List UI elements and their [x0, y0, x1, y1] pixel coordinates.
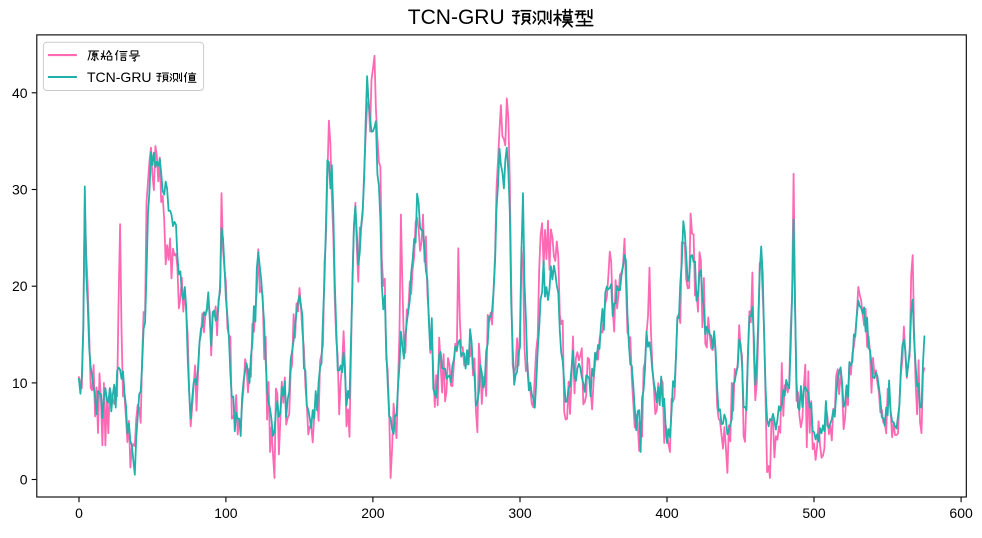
svg-text:400: 400 [655, 505, 679, 521]
svg-text:500: 500 [802, 505, 826, 521]
svg-text:TCN-GRU: TCN-GRU [408, 6, 505, 29]
svg-text:40: 40 [12, 85, 28, 101]
svg-text:0: 0 [20, 471, 28, 487]
svg-text:200: 200 [361, 505, 385, 521]
svg-text:0: 0 [75, 505, 83, 521]
svg-text:600: 600 [949, 505, 973, 521]
svg-text:10: 10 [12, 375, 28, 391]
svg-text:100: 100 [214, 505, 238, 521]
svg-text:30: 30 [12, 181, 28, 197]
svg-text:TCN-GRU: TCN-GRU [87, 69, 152, 85]
svg-text:300: 300 [508, 505, 532, 521]
svg-text:20: 20 [12, 278, 28, 294]
